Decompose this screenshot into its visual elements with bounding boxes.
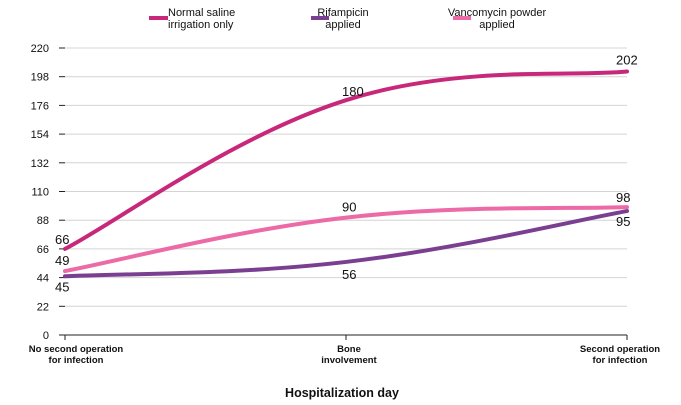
legend-label: Normal saline [168, 7, 235, 19]
x-tick-label: for infection [593, 355, 648, 366]
y-tick-label: 154 [31, 129, 49, 141]
y-tick-label: 110 [31, 187, 49, 199]
x-tick-label: for infection [49, 355, 104, 366]
y-tick-label: 220 [31, 43, 49, 55]
legend-label: Rifampicin [317, 7, 368, 19]
x-tick-label: No second operation [29, 344, 124, 355]
data-label: 56 [342, 267, 356, 282]
data-label: 45 [55, 279, 69, 294]
y-axis-ticks: 0 22 44 66 88 110 132 154 176 198 220 [31, 43, 65, 342]
x-tick-label: Bone [337, 344, 361, 355]
y-tick-label: 132 [31, 158, 49, 170]
series-line [63, 69, 629, 251]
data-label: 90 [342, 200, 356, 215]
y-tick-label: 22 [37, 301, 49, 313]
data-label: 180 [342, 84, 364, 99]
legend-label: Vancomycin powder [448, 7, 547, 19]
data-label: 66 [55, 232, 69, 247]
legend-label: irrigation only [168, 19, 234, 31]
data-label: 49 [55, 253, 69, 268]
x-axis-title: Hospitalization day [285, 386, 399, 400]
series-line [63, 205, 629, 274]
y-tick-label: 0 [43, 330, 49, 342]
y-tick-label: 198 [31, 72, 49, 84]
series-line [63, 209, 629, 279]
x-tick-label: involvement [321, 355, 377, 366]
x-tick-label: Second operation [580, 344, 660, 355]
data-labels: 66 180 202 45 56 95 49 90 98 [55, 52, 638, 294]
series-lines [63, 69, 629, 279]
y-tick-label: 88 [37, 215, 49, 227]
y-tick-label: 176 [31, 100, 49, 112]
data-label: 95 [616, 214, 630, 229]
data-label: 98 [616, 190, 630, 205]
y-tick-label: 44 [37, 273, 49, 285]
y-tick-label: 66 [37, 244, 49, 256]
legend-label: applied [325, 19, 360, 31]
legend-label: applied [479, 19, 514, 31]
data-label: 202 [616, 52, 638, 67]
